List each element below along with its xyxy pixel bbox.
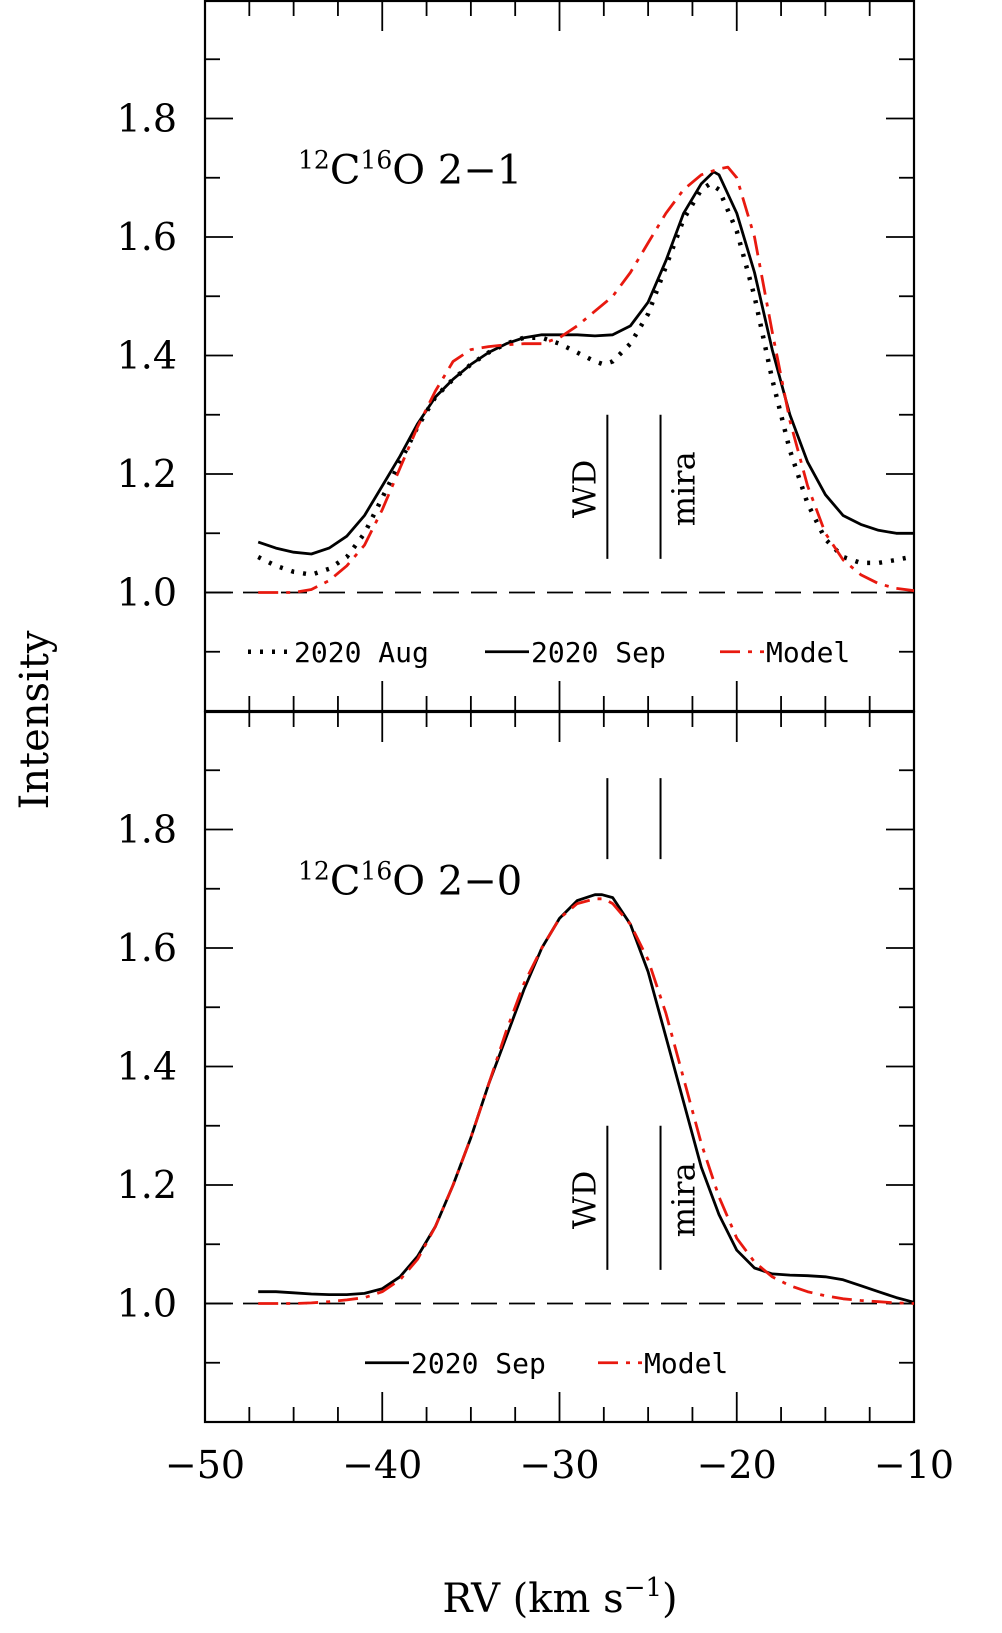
series-2020-aug	[257, 181, 911, 577]
x-tick-label: −20	[697, 1443, 777, 1487]
panel-label-part: O	[392, 148, 425, 194]
x-axis-label-main: RV (km s	[442, 1576, 623, 1622]
x-axis-label: RV (km s−1)	[442, 1573, 677, 1622]
series-model	[258, 897, 915, 1305]
plot-frame	[203, 0, 916, 713]
x-tick-label: −50	[165, 1443, 245, 1487]
panel-label: 12C16O 2−1	[298, 146, 522, 194]
legend-label-2020-sep: 2020 Sep	[531, 636, 666, 669]
x-axis-label-close: )	[662, 1576, 678, 1622]
panel-label-part: 2−0	[425, 859, 522, 905]
y-tick-label: 1.6	[117, 926, 177, 970]
marker-label-mira: mira	[665, 1162, 703, 1237]
y-tick-label: 1.4	[117, 1045, 177, 1089]
panel-label: 12C16O 2−0	[298, 857, 522, 905]
panel-label-part: 16	[360, 146, 392, 175]
marker-label-wd: WD	[565, 1171, 603, 1230]
top-panel: 1.0 1.2 1.4 1.6 1.8 12C16O 2−1 WD mira 2020 Aug 2…	[117, 0, 916, 713]
y-tick-label: 1.0	[117, 1282, 177, 1326]
panel-label-part: 12	[298, 146, 330, 175]
series-2020-sep	[257, 170, 914, 556]
plot-frame	[203, 710, 916, 1424]
series-model	[258, 165, 915, 594]
x-axis-label-exponent: −1	[624, 1573, 662, 1603]
y-tick-label: 1.2	[117, 1163, 177, 1207]
marker-label-mira: mira	[665, 451, 703, 526]
y-tick-label: 1.6	[117, 215, 177, 259]
bottom-panel: 1.0 1.2 1.4 1.6 1.8 −50 −40 −30 −20 −10 12C16O 2−0…	[117, 710, 954, 1487]
x-tick-label: −30	[519, 1443, 599, 1487]
x-tick-label: −10	[874, 1443, 954, 1487]
panel-label-part: O	[392, 859, 425, 905]
y-tick-label: 1.2	[117, 452, 177, 496]
panel-label-part: 2−1	[425, 148, 522, 194]
legend-label-2020-sep: 2020 Sep	[411, 1347, 546, 1380]
y-tick-label: 1.0	[117, 571, 177, 615]
y-axis-label: Intensity	[12, 630, 58, 809]
y-tick-label: 1.4	[117, 334, 177, 378]
panel-label-part: 12	[298, 857, 330, 886]
panel-label-part: C	[330, 859, 361, 905]
series-2020-sep	[258, 893, 915, 1304]
legend-label-model: Model	[644, 1347, 728, 1380]
panel-label-part: 16	[360, 857, 392, 886]
x-tick-label: −40	[342, 1443, 422, 1487]
legend-label-2020-aug: 2020 Aug	[294, 636, 429, 669]
y-tick-label: 1.8	[117, 97, 177, 141]
y-tick-label: 1.8	[117, 808, 177, 852]
panel-label-part: C	[330, 148, 361, 194]
legend-label-model: Model	[766, 636, 850, 669]
marker-label-wd: WD	[565, 460, 603, 519]
